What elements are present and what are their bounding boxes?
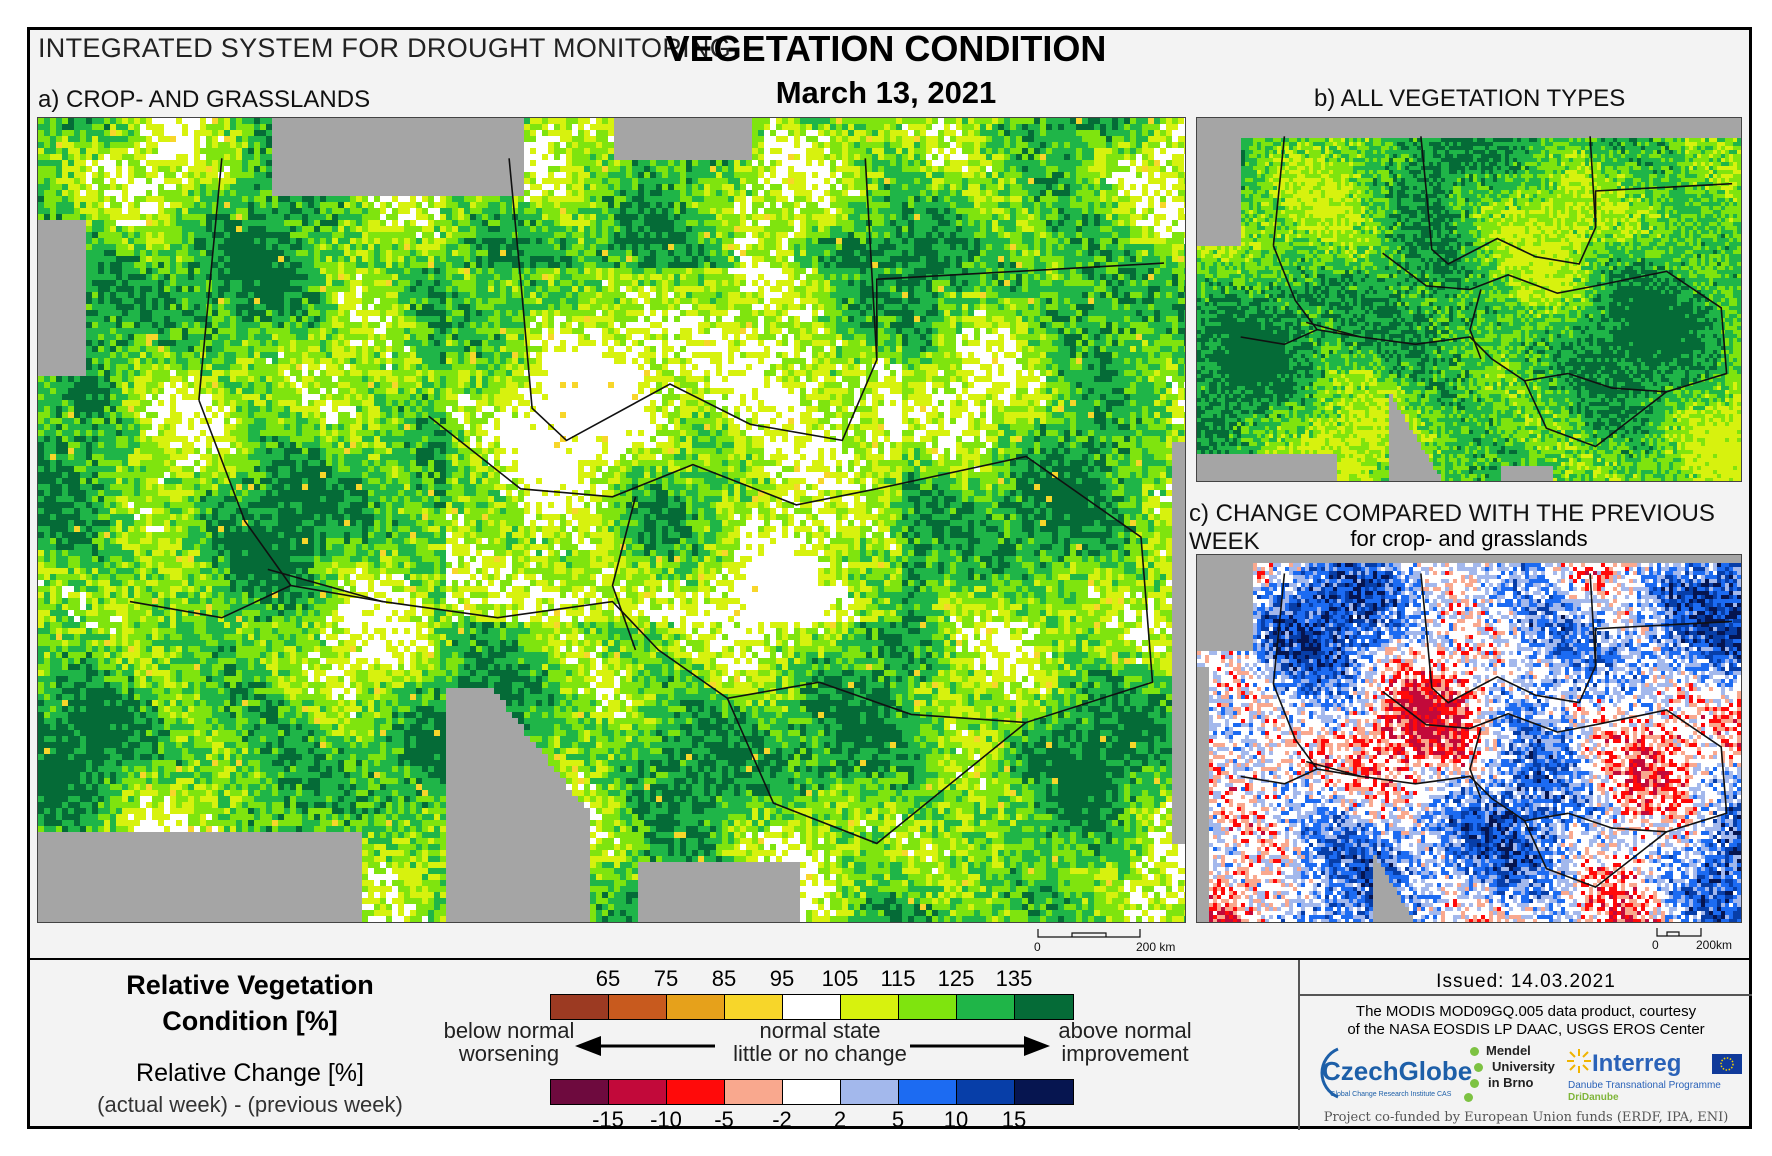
issued-underline	[1300, 994, 1752, 996]
rc-title: Relative Change [%]	[80, 1059, 420, 1088]
arrow-right-icon	[910, 1034, 1050, 1058]
map-c-canvas	[1197, 555, 1742, 923]
rc-swatch	[783, 1080, 841, 1104]
panel-a-label: a) CROP- AND GRASSLANDS	[38, 86, 370, 114]
rvc-tick-label: 75	[636, 966, 696, 992]
arrow-left-icon	[575, 1034, 715, 1058]
map-a-canvas	[38, 118, 1186, 923]
map-panel-c	[1196, 554, 1742, 923]
rc-swatch	[1015, 1080, 1073, 1104]
rvc-swatch	[1015, 995, 1073, 1019]
rvc-tick-label: 95	[752, 966, 812, 992]
scale-zero-c: 0	[1652, 938, 1659, 952]
map-panel-b	[1196, 117, 1742, 482]
rvc-swatch	[551, 995, 609, 1019]
rvc-title-1: Relative Vegetation	[80, 970, 420, 1001]
eu-flag-icon	[1712, 1054, 1742, 1074]
rvc-tick-label: 135	[984, 966, 1044, 992]
normal-state-label: normal state little or no change	[700, 1019, 940, 1065]
data-credit: The MODIS MOD09GQ.005 data product, cour…	[1300, 1003, 1752, 1039]
rvc-colorbar	[550, 994, 1074, 1020]
rvc-swatch	[957, 995, 1015, 1019]
mendel-logo: Mendel University in Brno	[1470, 1043, 1570, 1103]
rc-tick-label: -15	[578, 1107, 638, 1133]
interreg-sun-icon	[1566, 1048, 1592, 1074]
rvc-swatch	[609, 995, 667, 1019]
rvc-title-2: Condition [%]	[80, 1006, 420, 1037]
rvc-swatch	[725, 995, 783, 1019]
panel-c-sublabel: for crop- and grasslands	[1196, 526, 1742, 552]
panel-b-label: b) ALL VEGETATION TYPES	[1314, 85, 1625, 113]
rvc-tick-label: 85	[694, 966, 754, 992]
rc-tick-label: 5	[868, 1107, 928, 1133]
scale-km-c: 200km	[1696, 938, 1732, 952]
rvc-swatch	[667, 995, 725, 1019]
rc-subtitle: (actual week) - (previous week)	[80, 1092, 420, 1118]
above-normal-label: above normal improvement	[1050, 1019, 1200, 1065]
mendel-dot-icon	[1470, 1047, 1479, 1056]
rc-tick-label: -2	[752, 1107, 812, 1133]
rc-tick-label: 15	[984, 1107, 1044, 1133]
rvc-swatch	[783, 995, 841, 1019]
map-panel-a	[37, 117, 1186, 923]
rc-swatch	[957, 1080, 1015, 1104]
rc-swatch	[551, 1080, 609, 1104]
rc-tick-label: 10	[926, 1107, 986, 1133]
rc-swatch	[609, 1080, 667, 1104]
scale-zero-a: 0	[1034, 940, 1041, 954]
rvc-tick-label: 105	[810, 966, 870, 992]
rvc-tick-label: 125	[926, 966, 986, 992]
scale-bar-c	[1655, 927, 1735, 939]
main-title: VEGETATION CONDITION	[0, 28, 1772, 70]
map-b-canvas	[1197, 118, 1742, 482]
interreg-logo: Interreg Danube Transnational Programme …	[1566, 1046, 1746, 1106]
mendel-dot-icon	[1464, 1093, 1473, 1102]
scale-km-a: 200 km	[1136, 940, 1175, 954]
rc-colorbar	[550, 1079, 1074, 1105]
rc-tick-label: 2	[810, 1107, 870, 1133]
rvc-tick-label: 65	[578, 966, 638, 992]
scale-bar-a	[1036, 928, 1142, 940]
rc-swatch	[725, 1080, 783, 1104]
cofunding-note: Project co-funded by European Union fund…	[1300, 1110, 1752, 1125]
rc-swatch	[899, 1080, 957, 1104]
below-normal-label: below normal worsening	[432, 1019, 586, 1065]
rc-tick-label: -10	[636, 1107, 696, 1133]
rc-swatch	[667, 1080, 725, 1104]
rvc-swatch	[899, 995, 957, 1019]
rc-swatch	[841, 1080, 899, 1104]
rvc-tick-label: 115	[868, 966, 928, 992]
issued-date: Issued: 14.03.2021	[1300, 971, 1752, 993]
rc-tick-label: -5	[694, 1107, 754, 1133]
mendel-dot-icon	[1474, 1063, 1483, 1072]
rvc-swatch	[841, 995, 899, 1019]
mendel-dot-icon	[1470, 1079, 1479, 1088]
legend-divider	[27, 958, 1752, 960]
